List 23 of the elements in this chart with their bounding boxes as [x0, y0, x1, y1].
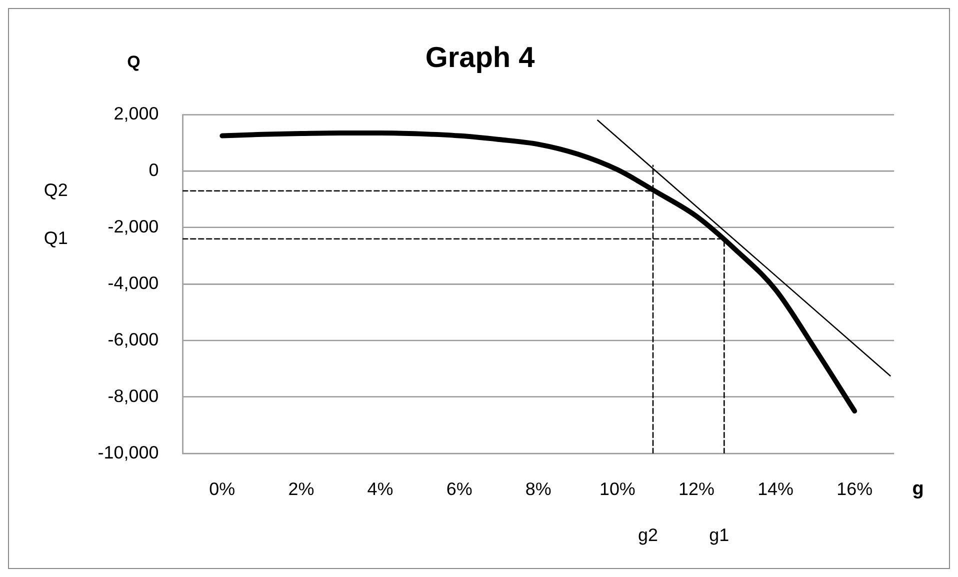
x-axis-title: g [912, 478, 924, 500]
x-tick-label: 2% [288, 479, 314, 500]
x-tick-label: 4% [367, 479, 394, 500]
y-tick-label: 2,000 [114, 104, 159, 124]
text: g1 [709, 525, 730, 546]
text: Q1 [44, 228, 68, 248]
y-tick-label: -8,000 [108, 386, 159, 406]
x-tick-label: 16% [836, 479, 873, 500]
text: g2 [638, 525, 658, 546]
x-tick-label: 0% [209, 479, 236, 500]
text: Q2 [44, 180, 68, 200]
x-tick-label: 14% [758, 479, 794, 500]
y-tick-label: -6,000 [108, 329, 159, 350]
chart-title: Graph 4 [425, 42, 535, 74]
x-tick-label: 12% [678, 479, 714, 500]
y-tick-label: -10,000 [98, 442, 159, 462]
y-tick-label: -4,000 [108, 272, 159, 293]
x-tick-label: 6% [446, 479, 472, 500]
x-tick-label: 10% [599, 479, 636, 500]
y-tick-label: 0 [148, 160, 159, 180]
y-tick-label: -2,000 [108, 216, 159, 236]
x-tick-label: 8% [525, 479, 552, 500]
y-axis-title: Q [127, 52, 140, 72]
